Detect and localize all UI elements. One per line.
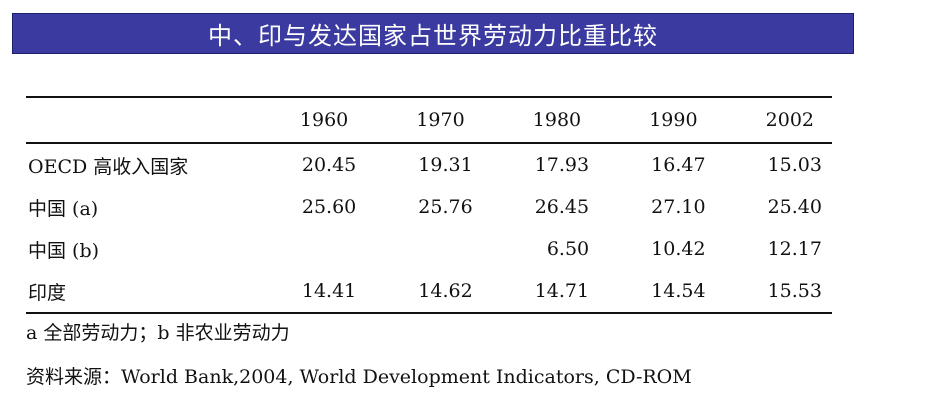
header-label-cell	[26, 97, 250, 143]
row-label: 中国 (a)	[28, 197, 99, 220]
source-citation: 资料来源：World Bank,2004, World Development …	[26, 366, 692, 388]
labor-share-table: 1960 1970 1980 1990 2002 OECD 高收入国家 20.4…	[26, 96, 832, 314]
table-cell: 17.93	[534, 154, 590, 176]
table-cell: 25.76	[418, 196, 473, 218]
table-cell	[366, 228, 482, 270]
table-cell: 10.42	[651, 238, 706, 260]
table-cell: 14.54	[651, 280, 706, 302]
column-header-1980: 1980	[532, 109, 582, 131]
table-cell: 20.45	[301, 154, 357, 176]
table-cell: 6.50	[546, 238, 590, 260]
table-cell: 14.62	[418, 280, 473, 302]
table-cell: 14.71	[534, 280, 590, 302]
table-cell: 26.45	[534, 196, 590, 218]
table-row-india: 印度 14.41 14.62 14.71 14.54 15.53	[26, 270, 832, 313]
table-cell: 19.31	[418, 154, 473, 176]
table-cell: 12.17	[767, 238, 822, 260]
column-header-1970: 1970	[416, 109, 465, 131]
column-header-1990: 1990	[649, 109, 698, 131]
table-cell: 15.53	[767, 280, 822, 302]
row-label: OECD 高收入国家	[28, 155, 189, 178]
table-row-china-b: 中国 (b) 6.50 10.42 12.17	[26, 228, 832, 270]
table-cell: 16.47	[651, 154, 706, 176]
table-cell: 15.03	[767, 154, 822, 176]
table-cell: 25.60	[301, 196, 357, 218]
table-row-china-a: 中国 (a) 25.60 25.76 26.45 27.10 25.40	[26, 186, 832, 228]
column-header-2002: 2002	[765, 109, 814, 131]
row-label: 印度	[28, 281, 67, 304]
table-cell	[250, 228, 366, 270]
table-header-row: 1960 1970 1980 1990 2002	[26, 97, 832, 143]
title-banner: 中、印与发达国家占世界劳动力比重比较	[12, 13, 854, 54]
page-title: 中、印与发达国家占世界劳动力比重比较	[208, 22, 658, 50]
column-header-1960: 1960	[299, 109, 349, 131]
row-label: 中国 (b)	[28, 239, 100, 262]
table-footnote: a 全部劳动力；b 非农业劳动力	[26, 322, 290, 344]
table-cell: 27.10	[651, 196, 706, 218]
table-cell: 14.41	[301, 280, 357, 302]
table-row-oecd: OECD 高收入国家 20.45 19.31 17.93 16.47 15.03	[26, 143, 832, 186]
table-cell: 25.40	[767, 196, 822, 218]
